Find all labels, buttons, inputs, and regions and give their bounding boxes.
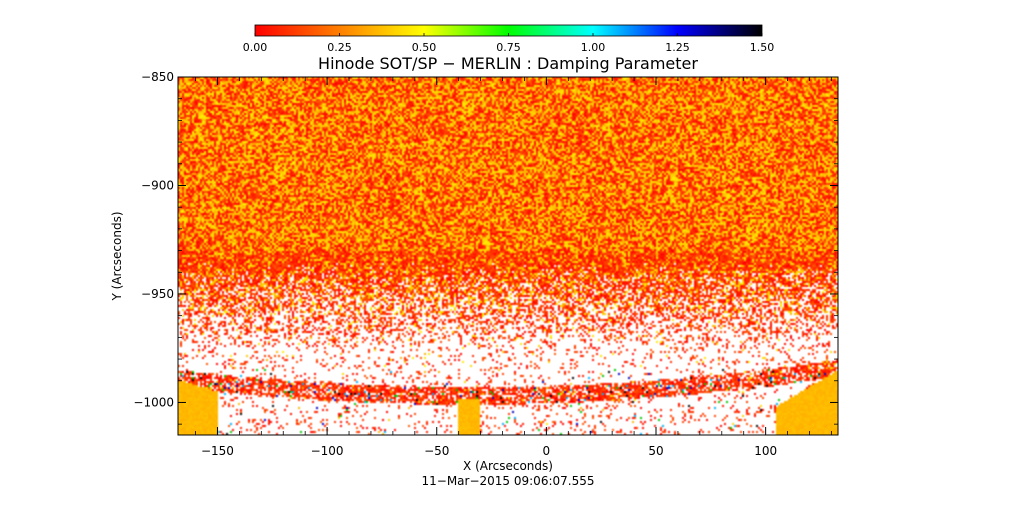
x-tick-label: 0 <box>543 444 551 458</box>
heatmap-field <box>178 77 838 435</box>
colorbar-tick-label: 0.25 <box>327 41 352 54</box>
x-tick-label: −100 <box>311 444 344 458</box>
colorbar-tick-label: 0.50 <box>412 41 437 54</box>
x-tick-label: 100 <box>754 444 777 458</box>
colorbar-tick-label: 1.25 <box>665 41 690 54</box>
colorbar-tick-label: 0.75 <box>496 41 521 54</box>
colorbar-ticks: 0.00 0.25 0.50 0.75 1.00 1.25 1.50 <box>243 33 775 54</box>
y-tick-label: −900 <box>141 178 174 192</box>
y-axis-label: Y (Arcseconds) <box>110 211 124 301</box>
colorbar-tick-label: 1.50 <box>750 41 775 54</box>
colorbar-tick-label: 0.00 <box>243 41 268 54</box>
timestamp: 11−Mar−2015 09:06:07.555 <box>422 474 595 488</box>
colorbar-tick-label: 1.00 <box>581 41 606 54</box>
plot-frame <box>177 76 839 436</box>
y-tick-label: −1000 <box>133 395 174 409</box>
y-tick-label: −950 <box>141 287 174 301</box>
heatmap-image <box>178 77 838 435</box>
x-tick-label: −150 <box>201 444 234 458</box>
x-tick-label: −50 <box>424 444 449 458</box>
x-axis-label: X (Arcseconds) <box>463 459 553 473</box>
x-axis-ticks: −150 −100 −50 0 50 100 <box>195 77 832 458</box>
y-tick-label: −850 <box>141 70 174 84</box>
chart-title: Hinode SOT/SP − MERLIN : Damping Paramet… <box>318 54 698 73</box>
y-axis-ticks: −850 −900 −950 −1000 <box>133 70 838 425</box>
x-tick-label: 50 <box>648 444 663 458</box>
colorbar: 0.00 0.25 0.50 0.75 1.00 1.25 1.50 <box>243 24 775 54</box>
